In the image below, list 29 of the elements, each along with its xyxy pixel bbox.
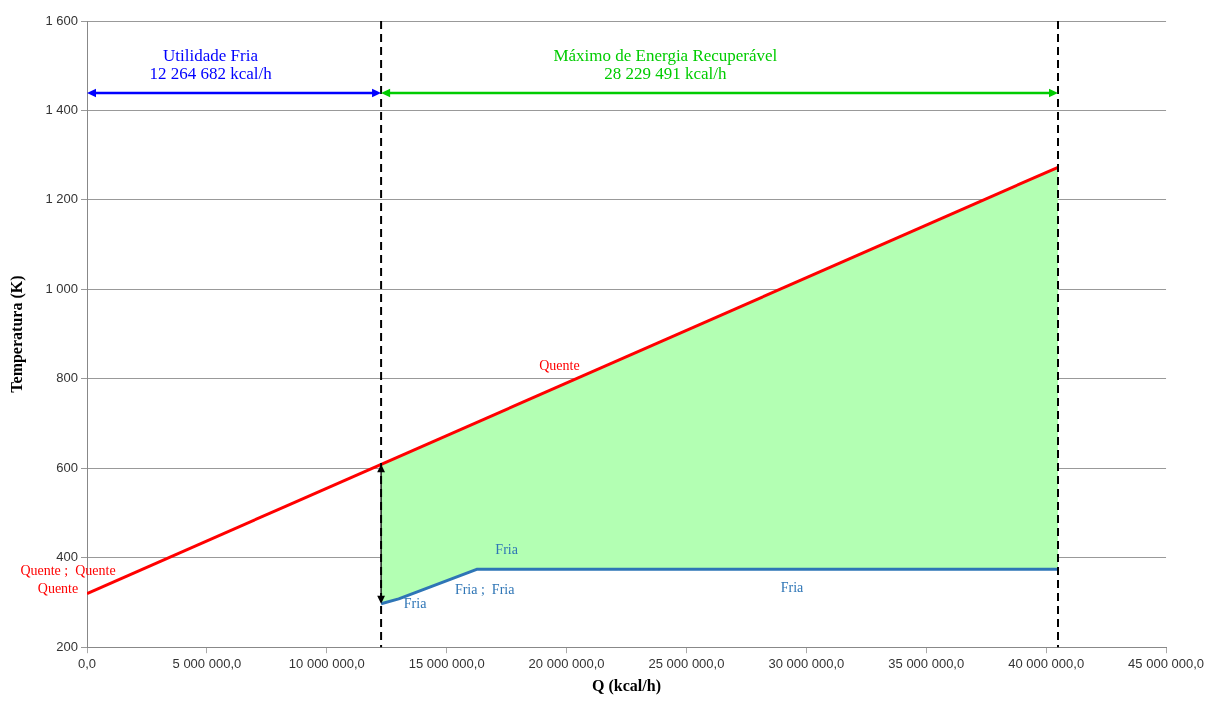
- y-tick-label: 1 000: [45, 280, 78, 296]
- y-tick-label: 1 200: [45, 191, 78, 207]
- y-tick-label: 1 400: [45, 102, 78, 118]
- x-tick-label: 5 000 000,0: [172, 655, 242, 671]
- y-tick-label: 400: [56, 549, 78, 565]
- x-tick-label: 15 000 000,0: [408, 655, 485, 671]
- annotation: Utilidade Fria 12 264 682 kcal/h: [149, 46, 273, 84]
- y-tick-label: 1 600: [45, 12, 78, 28]
- annotation: Fria: [495, 542, 519, 558]
- x-tick-label: 35 000 000,0: [888, 655, 965, 671]
- annotation: Quente: [539, 357, 580, 373]
- y-tick-label: 600: [56, 459, 78, 475]
- x-tick-label: 45 000 000,0: [1128, 655, 1204, 671]
- annotation: Fria: [780, 580, 805, 596]
- annotation: Quente ; Quente: [20, 563, 116, 579]
- x-tick-label: 25 000 000,0: [648, 655, 725, 671]
- x-tick-label: 10 000 000,0: [288, 655, 365, 671]
- y-tick-label: 800: [56, 370, 78, 386]
- annotation: Quente: [37, 581, 79, 597]
- y-axis-title: Temperatura (K): [7, 275, 26, 393]
- y-tick-label: 200: [56, 638, 78, 654]
- x-tick-label: 0,0: [77, 655, 97, 671]
- annotation: Máximo de Energia Recuperável 28 229 491 kcal/h: [553, 46, 778, 84]
- x-tick-label: 40 000 000,0: [1008, 655, 1085, 671]
- x-tick-label: 20 000 000,0: [528, 655, 605, 671]
- annotation: Fria: [403, 596, 428, 612]
- x-axis-title: Q (kcal/h): [592, 676, 661, 695]
- x-tick-label: 30 000 000,0: [768, 655, 845, 671]
- annotation: Fria ; Fria: [454, 582, 516, 598]
